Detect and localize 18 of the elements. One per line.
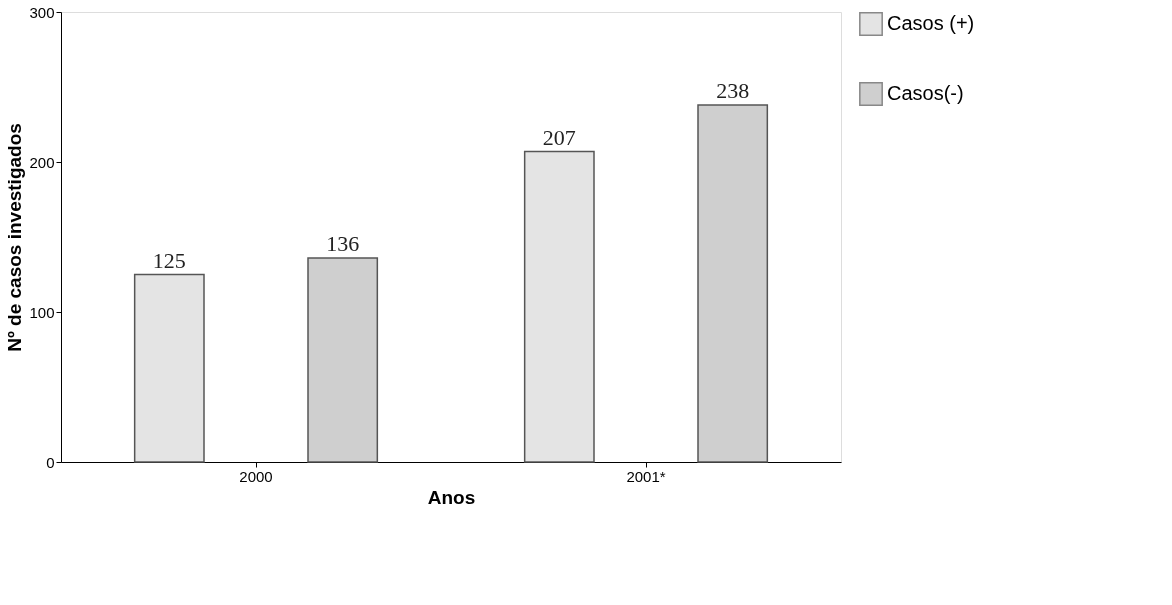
data-label: 238	[716, 78, 750, 103]
bar	[523, 150, 595, 463]
y-tick-label: 100	[29, 303, 55, 321]
data-label: 136	[326, 231, 360, 256]
x-axis-title: Anos	[427, 486, 476, 508]
bar	[133, 273, 205, 463]
y-tick-label: 200	[29, 153, 55, 171]
bar	[307, 257, 379, 463]
data-label: 125	[152, 247, 186, 273]
bar	[697, 104, 769, 463]
legend-label: Casos (+)	[887, 12, 975, 34]
legend-label: Casos(-)	[887, 82, 964, 104]
x-tick-label: 2000	[239, 467, 273, 485]
y-tick-label: 300	[29, 3, 55, 21]
y-axis-title: Nº de casos investigados	[4, 123, 26, 352]
y-tick-label: 0	[46, 453, 55, 471]
data-label: 207	[542, 124, 576, 150]
x-tick-label: 2001*	[626, 467, 666, 485]
